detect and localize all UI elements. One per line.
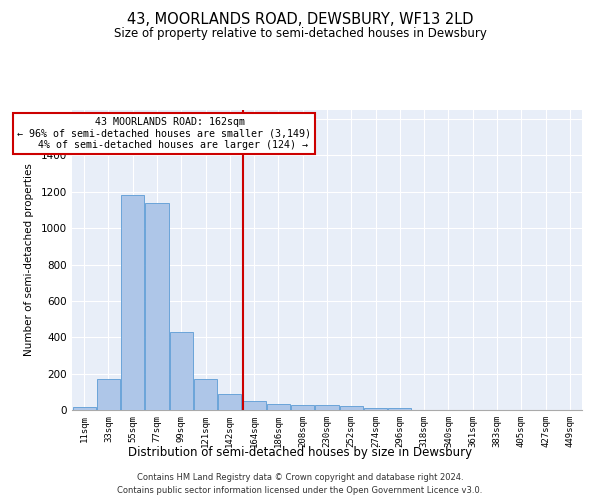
- Text: Contains HM Land Registry data © Crown copyright and database right 2024.
Contai: Contains HM Land Registry data © Crown c…: [118, 474, 482, 495]
- Bar: [145, 202, 169, 410]
- Bar: [170, 332, 193, 410]
- Bar: [73, 408, 95, 410]
- Bar: [267, 404, 290, 410]
- Y-axis label: Number of semi-detached properties: Number of semi-detached properties: [24, 164, 34, 356]
- Bar: [97, 379, 120, 410]
- Text: 43 MOORLANDS ROAD: 162sqm
← 96% of semi-detached houses are smaller (3,149)
   4: 43 MOORLANDS ROAD: 162sqm ← 96% of semi-…: [17, 118, 311, 150]
- Bar: [340, 406, 363, 410]
- Bar: [218, 394, 241, 410]
- Text: Distribution of semi-detached houses by size in Dewsbury: Distribution of semi-detached houses by …: [128, 446, 472, 459]
- Text: 43, MOORLANDS ROAD, DEWSBURY, WF13 2LD: 43, MOORLANDS ROAD, DEWSBURY, WF13 2LD: [127, 12, 473, 28]
- Bar: [291, 404, 314, 410]
- Bar: [121, 196, 144, 410]
- Bar: [194, 379, 217, 410]
- Bar: [364, 408, 387, 410]
- Bar: [316, 406, 338, 410]
- Bar: [388, 408, 412, 410]
- Text: Size of property relative to semi-detached houses in Dewsbury: Size of property relative to semi-detach…: [113, 28, 487, 40]
- Bar: [242, 401, 266, 410]
